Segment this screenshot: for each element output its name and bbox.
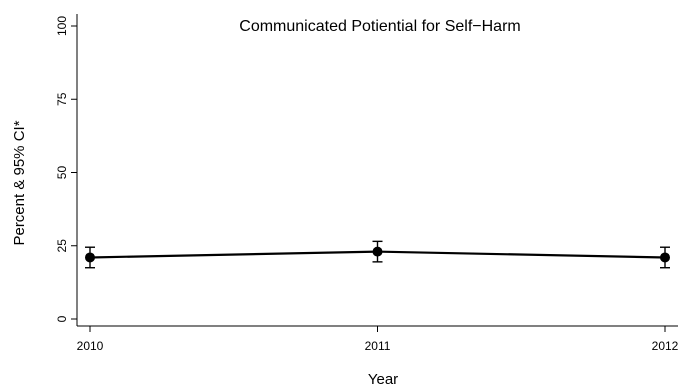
data-point [372,246,383,257]
data-point [660,252,670,263]
series-group [85,240,670,269]
y-axis-title: Percent & 95% CI* [11,120,28,245]
y-axis-ticks: 0 25 50 75 100 [55,16,77,322]
x-axis-title: Year [368,371,398,388]
y-tick-label: 25 [55,239,69,253]
y-tick-label: 0 [55,315,69,322]
x-axis-ticks: 2010 2011 2012 [77,326,679,353]
data-point [85,252,95,263]
x-tick-label: 2011 [365,339,391,353]
chart-title: Communicated Potiential for Self−Harm [239,18,520,35]
y-tick-label: 50 [55,166,69,180]
x-tick-label: 2010 [77,339,104,353]
y-tick-label: 100 [55,16,69,36]
y-tick-label: 75 [55,92,69,106]
x-tick-label: 2012 [652,339,679,353]
